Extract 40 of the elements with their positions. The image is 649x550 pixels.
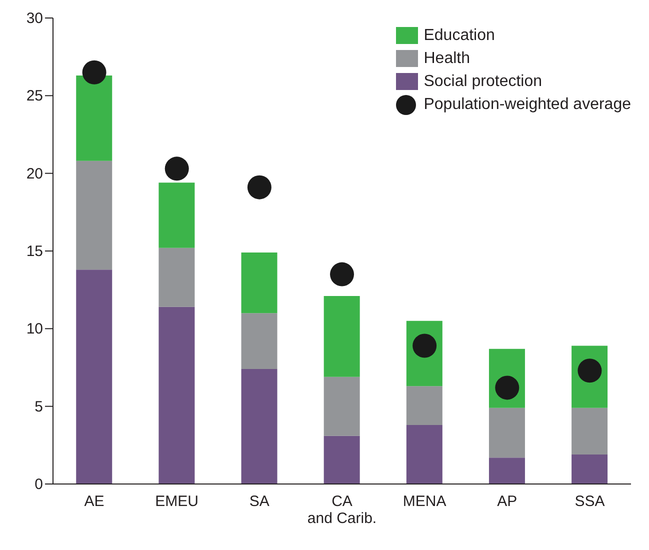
bar bbox=[76, 270, 112, 484]
legend-label: Education bbox=[424, 26, 495, 44]
point bbox=[330, 262, 354, 286]
x-tick-label: SSA bbox=[574, 493, 605, 510]
bar bbox=[158, 306, 195, 484]
bar bbox=[158, 182, 195, 248]
x-tick-label: AE bbox=[84, 493, 104, 510]
bar bbox=[241, 369, 278, 484]
bar bbox=[76, 75, 112, 161]
y-tick-label: 30 bbox=[26, 10, 43, 27]
y-tick-label: 0 bbox=[34, 476, 43, 493]
x-tick-label: AP bbox=[497, 493, 518, 510]
bar bbox=[324, 376, 360, 436]
point bbox=[247, 175, 272, 200]
legend-label: Population-weighted average bbox=[424, 96, 631, 114]
bar bbox=[572, 454, 608, 484]
y-tick-label: 5 bbox=[34, 398, 43, 416]
y-tick-label: 25 bbox=[26, 88, 43, 105]
x-tick-label: SA bbox=[249, 493, 270, 510]
y-tick-label: 20 bbox=[26, 165, 43, 182]
legend-label: Social protection bbox=[424, 72, 542, 90]
bar bbox=[488, 408, 525, 458]
y-tick-label: 15 bbox=[26, 243, 43, 260]
x-tick-label: CA and Carib. bbox=[307, 493, 377, 527]
legend-label: Health bbox=[424, 50, 470, 68]
bar bbox=[76, 160, 112, 270]
bar bbox=[406, 386, 442, 425]
bar bbox=[324, 296, 360, 377]
bar bbox=[572, 408, 608, 454]
x-tick-label: EMEU bbox=[155, 493, 199, 510]
bar bbox=[324, 436, 360, 484]
bar bbox=[488, 458, 525, 484]
bar bbox=[241, 252, 278, 314]
bar bbox=[158, 248, 195, 307]
bar bbox=[241, 313, 278, 370]
bar bbox=[406, 424, 442, 484]
y-tick-label: 10 bbox=[26, 320, 43, 338]
point bbox=[164, 156, 189, 181]
x-tick-label: MENA bbox=[402, 493, 446, 510]
point bbox=[82, 60, 106, 84]
